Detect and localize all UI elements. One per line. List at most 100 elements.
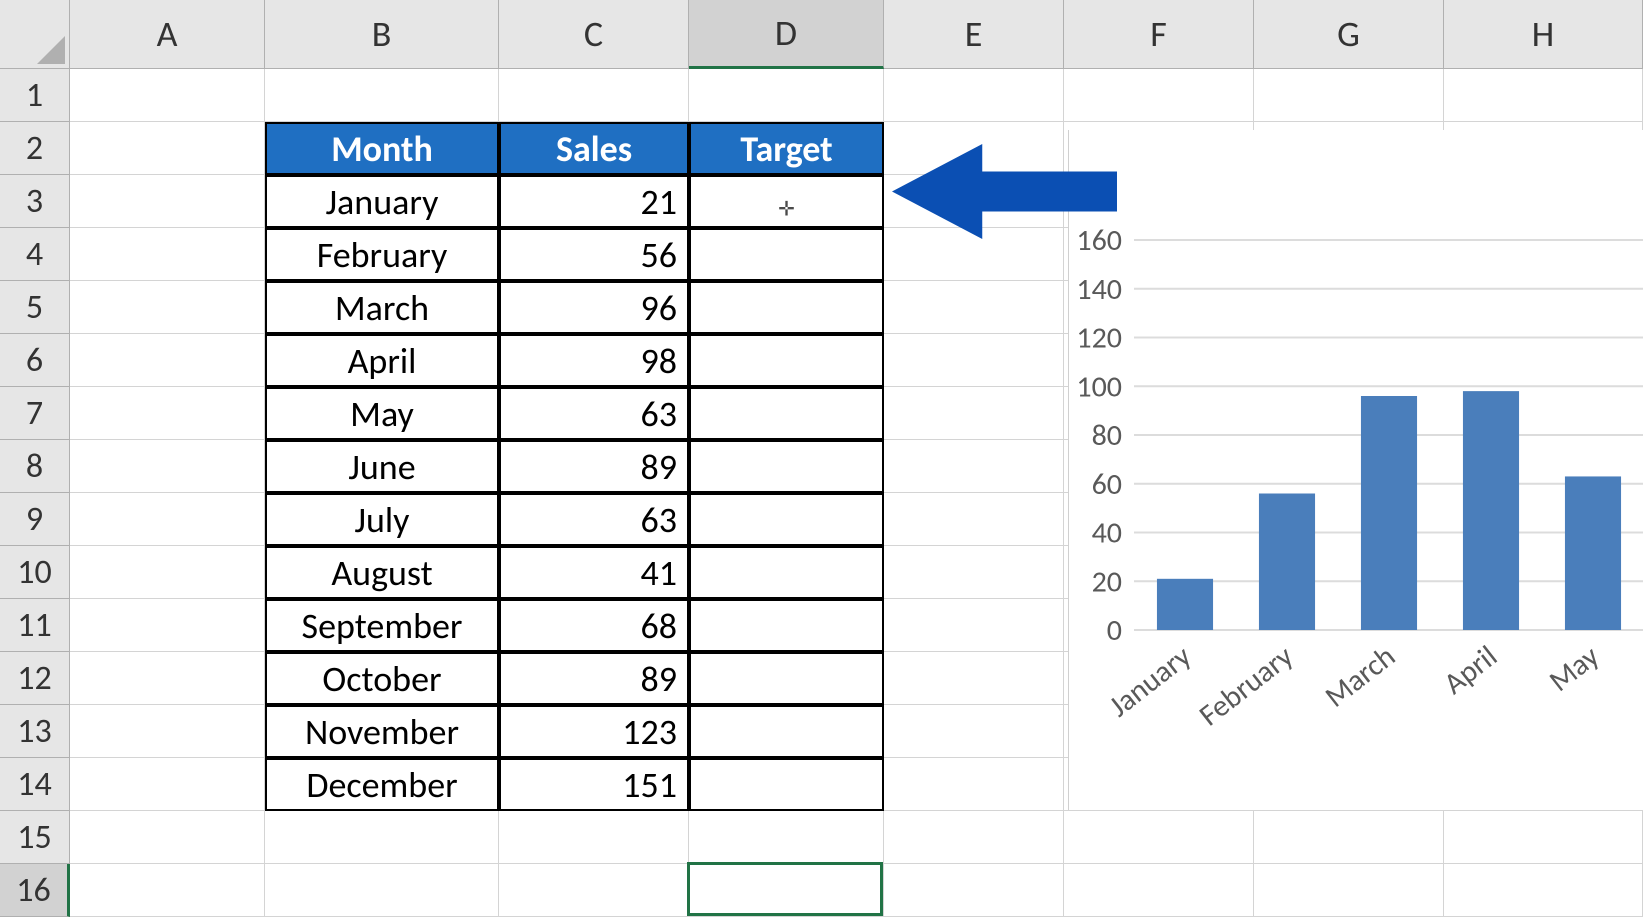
cell-G16[interactable] <box>1254 864 1444 917</box>
cell-B16[interactable] <box>265 864 499 917</box>
cell-D5[interactable] <box>689 281 884 334</box>
row-header-8[interactable]: 8 <box>0 440 70 493</box>
row-header-7[interactable]: 7 <box>0 387 70 440</box>
cell-D14[interactable] <box>689 758 884 811</box>
column-header-e[interactable]: E <box>884 0 1064 69</box>
row-header-1[interactable]: 1 <box>0 69 70 122</box>
cell-E9[interactable] <box>884 493 1064 546</box>
cell-A14[interactable] <box>70 758 265 811</box>
cell-A4[interactable] <box>70 228 265 281</box>
cell-D9[interactable] <box>689 493 884 546</box>
cell-C16[interactable] <box>499 864 689 917</box>
cell-C6[interactable]: 98 <box>499 334 689 387</box>
cell-B9[interactable]: July <box>265 493 499 546</box>
row-header-5[interactable]: 5 <box>0 281 70 334</box>
cell-A2[interactable] <box>70 122 265 175</box>
cell-B6[interactable]: April <box>265 334 499 387</box>
cell-B1[interactable] <box>265 69 499 122</box>
cell-D1[interactable] <box>689 69 884 122</box>
cell-H15[interactable] <box>1444 811 1643 864</box>
cell-B12[interactable]: October <box>265 652 499 705</box>
cell-D11[interactable] <box>689 599 884 652</box>
select-all-corner[interactable] <box>0 0 70 69</box>
cell-B15[interactable] <box>265 811 499 864</box>
cell-C2[interactable]: Sales <box>499 122 689 175</box>
cell-D13[interactable] <box>689 705 884 758</box>
cell-C9[interactable]: 63 <box>499 493 689 546</box>
cell-C5[interactable]: 96 <box>499 281 689 334</box>
cell-C10[interactable]: 41 <box>499 546 689 599</box>
cell-E8[interactable] <box>884 440 1064 493</box>
row-header-3[interactable]: 3 <box>0 175 70 228</box>
column-header-c[interactable]: C <box>499 0 689 69</box>
row-header-10[interactable]: 10 <box>0 546 70 599</box>
cell-B8[interactable]: June <box>265 440 499 493</box>
cell-E6[interactable] <box>884 334 1064 387</box>
cell-C4[interactable]: 56 <box>499 228 689 281</box>
row-header-11[interactable]: 11 <box>0 599 70 652</box>
row-header-9[interactable]: 9 <box>0 493 70 546</box>
cell-C8[interactable]: 89 <box>499 440 689 493</box>
cell-E5[interactable] <box>884 281 1064 334</box>
cell-A8[interactable] <box>70 440 265 493</box>
cell-H16[interactable] <box>1444 864 1643 917</box>
cell-D15[interactable] <box>689 811 884 864</box>
cell-C7[interactable]: 63 <box>499 387 689 440</box>
column-header-b[interactable]: B <box>265 0 499 69</box>
cell-E12[interactable] <box>884 652 1064 705</box>
cell-D10[interactable] <box>689 546 884 599</box>
cell-A15[interactable] <box>70 811 265 864</box>
cell-A12[interactable] <box>70 652 265 705</box>
cell-F1[interactable] <box>1064 69 1254 122</box>
cell-E16[interactable] <box>884 864 1064 917</box>
row-header-6[interactable]: 6 <box>0 334 70 387</box>
column-header-a[interactable]: A <box>70 0 265 69</box>
cell-A6[interactable] <box>70 334 265 387</box>
column-header-h[interactable]: H <box>1444 0 1643 69</box>
cell-D4[interactable] <box>689 228 884 281</box>
cell-A3[interactable] <box>70 175 265 228</box>
cell-D3[interactable] <box>689 175 884 228</box>
row-header-15[interactable]: 15 <box>0 811 70 864</box>
cell-B10[interactable]: August <box>265 546 499 599</box>
cell-D8[interactable] <box>689 440 884 493</box>
cell-E1[interactable] <box>884 69 1064 122</box>
cell-C1[interactable] <box>499 69 689 122</box>
cell-H1[interactable] <box>1444 69 1643 122</box>
row-header-14[interactable]: 14 <box>0 758 70 811</box>
cell-D7[interactable] <box>689 387 884 440</box>
cell-B14[interactable]: December <box>265 758 499 811</box>
row-header-13[interactable]: 13 <box>0 705 70 758</box>
cell-B13[interactable]: November <box>265 705 499 758</box>
cell-C3[interactable]: 21 <box>499 175 689 228</box>
row-header-4[interactable]: 4 <box>0 228 70 281</box>
cell-D6[interactable] <box>689 334 884 387</box>
cell-A11[interactable] <box>70 599 265 652</box>
row-header-12[interactable]: 12 <box>0 652 70 705</box>
cell-D2[interactable]: Target <box>689 122 884 175</box>
cell-D12[interactable] <box>689 652 884 705</box>
cell-A13[interactable] <box>70 705 265 758</box>
sales-bar-chart[interactable]: 020406080100120140160JanuaryFebruaryMarc… <box>1068 130 1643 810</box>
cell-D16[interactable] <box>689 864 884 917</box>
cell-B7[interactable]: May <box>265 387 499 440</box>
cell-C12[interactable]: 89 <box>499 652 689 705</box>
cell-F15[interactable] <box>1064 811 1254 864</box>
cell-B3[interactable]: January <box>265 175 499 228</box>
cell-A10[interactable] <box>70 546 265 599</box>
cell-B2[interactable]: Month <box>265 122 499 175</box>
cell-B11[interactable]: September <box>265 599 499 652</box>
cell-A7[interactable] <box>70 387 265 440</box>
cell-G1[interactable] <box>1254 69 1444 122</box>
cell-F16[interactable] <box>1064 864 1254 917</box>
cell-B4[interactable]: February <box>265 228 499 281</box>
cell-A16[interactable] <box>70 864 265 917</box>
cell-B5[interactable]: March <box>265 281 499 334</box>
row-header-16[interactable]: 16 <box>0 864 70 917</box>
row-header-2[interactable]: 2 <box>0 122 70 175</box>
cell-E7[interactable] <box>884 387 1064 440</box>
cell-C11[interactable]: 68 <box>499 599 689 652</box>
cell-E11[interactable] <box>884 599 1064 652</box>
cell-C13[interactable]: 123 <box>499 705 689 758</box>
column-header-g[interactable]: G <box>1254 0 1444 69</box>
